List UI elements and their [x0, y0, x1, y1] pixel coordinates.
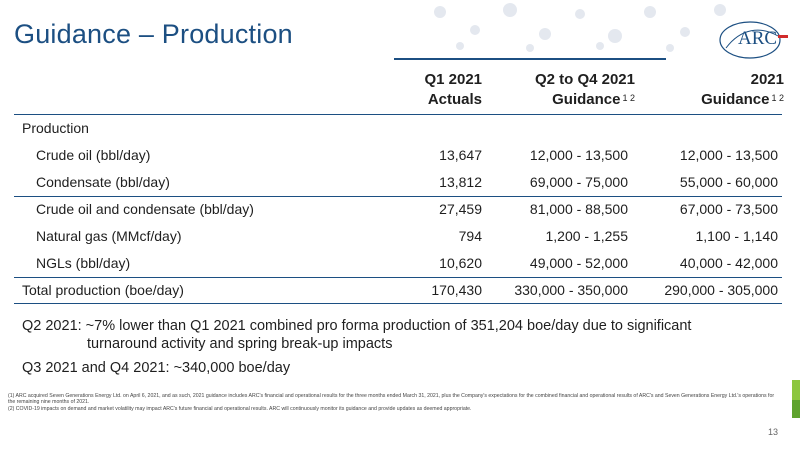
table-row: NGLs (bbl/day) 10,620 49,000 - 52,000 40…	[0, 251, 800, 275]
header-bottom-rule	[14, 114, 782, 115]
cell-q1-actuals: 13,812	[439, 174, 482, 190]
decorative-pattern	[434, 3, 726, 52]
footnote-1: (1) ARC acquired Seven Generations Energ…	[8, 393, 775, 405]
cell-q2-q4-guidance: 330,000 - 350,000	[514, 282, 628, 298]
logo-text: ARC	[738, 28, 778, 49]
column-header-line1: 2021	[750, 71, 784, 88]
slide-title: Guidance – Production	[14, 19, 293, 49]
footnote-superscript: 1 2	[771, 93, 784, 103]
cell-q2-q4-guidance: 49,000 - 52,000	[529, 255, 628, 271]
cell-2021-guidance: 40,000 - 42,000	[679, 255, 778, 271]
row-label: Crude oil and condensate (bbl/day)	[36, 201, 254, 217]
cell-q2-q4-guidance: 69,000 - 75,000	[529, 174, 628, 190]
cell-2021-guidance: 290,000 - 305,000	[664, 282, 778, 298]
row-label: Total production (boe/day)	[22, 282, 184, 298]
page-number: 13	[767, 427, 778, 437]
cell-q2-q4-guidance: 81,000 - 88,500	[529, 201, 628, 217]
cell-q1-actuals: 13,647	[439, 147, 482, 163]
footnote-2: (2) COVID-19 impacts on demand and marke…	[8, 406, 472, 412]
table-row: Crude oil and condensate (bbl/day) 27,45…	[0, 197, 800, 221]
total-top-rule	[14, 277, 782, 278]
row-label: NGLs (bbl/day)	[36, 255, 131, 271]
column-header-line2: Actuals	[427, 91, 482, 108]
logo-red-mark	[778, 35, 788, 38]
total-bottom-rule	[14, 303, 782, 304]
header-top-rule	[394, 58, 666, 60]
column-header-line2: Guidance	[701, 91, 770, 108]
column-header-q1-2021: Q1 2021 Actuals	[352, 70, 482, 110]
footnote-superscript: 1 2	[622, 93, 635, 103]
cell-2021-guidance: 1,100 - 1,140	[695, 228, 778, 244]
decorative-green-bar	[792, 380, 800, 418]
row-label: Natural gas (MMcf/day)	[36, 228, 182, 244]
cell-2021-guidance: 12,000 - 13,500	[679, 147, 778, 163]
section-label: Production	[22, 120, 89, 136]
cell-2021-guidance: 55,000 - 60,000	[679, 174, 778, 190]
table-row-total: Total production (boe/day) 170,430 330,0…	[0, 278, 800, 302]
note-q3-q4: Q3 2021 and Q4 2021: ~340,000 boe/day	[22, 360, 291, 376]
column-header-line1: Q2 to Q4 2021	[534, 71, 635, 88]
cell-2021-guidance: 67,000 - 73,500	[679, 201, 778, 217]
note-q2-line2: turnaround activity and spring break-up …	[87, 336, 393, 352]
table-row: Condensate (bbl/day) 13,812 69,000 - 75,…	[0, 170, 800, 194]
cell-q1-actuals: 170,430	[431, 282, 482, 298]
table-row: Natural gas (MMcf/day) 794 1,200 - 1,255…	[0, 224, 800, 248]
row-label: Condensate (bbl/day)	[36, 174, 170, 190]
decorative-green-bar-dark	[792, 400, 800, 418]
column-header-q2-q4-2021: Q2 to Q4 2021 Guidance 1 2	[485, 70, 635, 110]
cell-q1-actuals: 794	[458, 228, 482, 244]
section-row-production: Production	[0, 116, 800, 140]
arc-logo: ARC	[716, 18, 788, 62]
logo-swirl-icon	[719, 21, 781, 59]
column-header-line2: Guidance	[552, 91, 621, 108]
column-header-2021: 2021 Guidance 1 2	[634, 70, 784, 110]
cell-q1-actuals: 27,459	[439, 201, 482, 217]
row-label: Crude oil (bbl/day)	[36, 147, 151, 163]
cell-q2-q4-guidance: 12,000 - 13,500	[529, 147, 628, 163]
column-header-line1: Q1 2021	[424, 71, 482, 88]
cell-q2-q4-guidance: 1,200 - 1,255	[545, 228, 628, 244]
subtotal-rule	[14, 196, 782, 197]
note-q2-line1: Q2 2021: ~7% lower than Q1 2021 combined…	[22, 318, 692, 334]
table-row: Crude oil (bbl/day) 13,647 12,000 - 13,5…	[0, 143, 800, 167]
cell-q1-actuals: 10,620	[439, 255, 482, 271]
